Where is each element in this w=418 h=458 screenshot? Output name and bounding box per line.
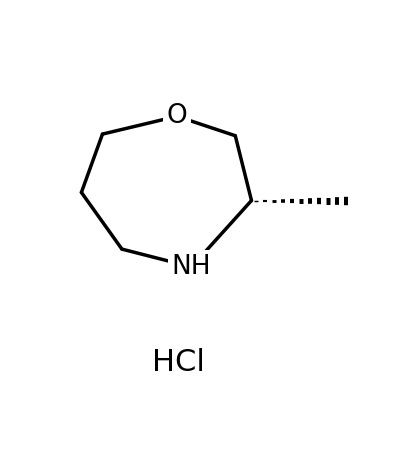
Text: HCl: HCl [152,348,205,377]
Text: O: O [167,104,187,129]
Text: NH: NH [172,254,212,280]
